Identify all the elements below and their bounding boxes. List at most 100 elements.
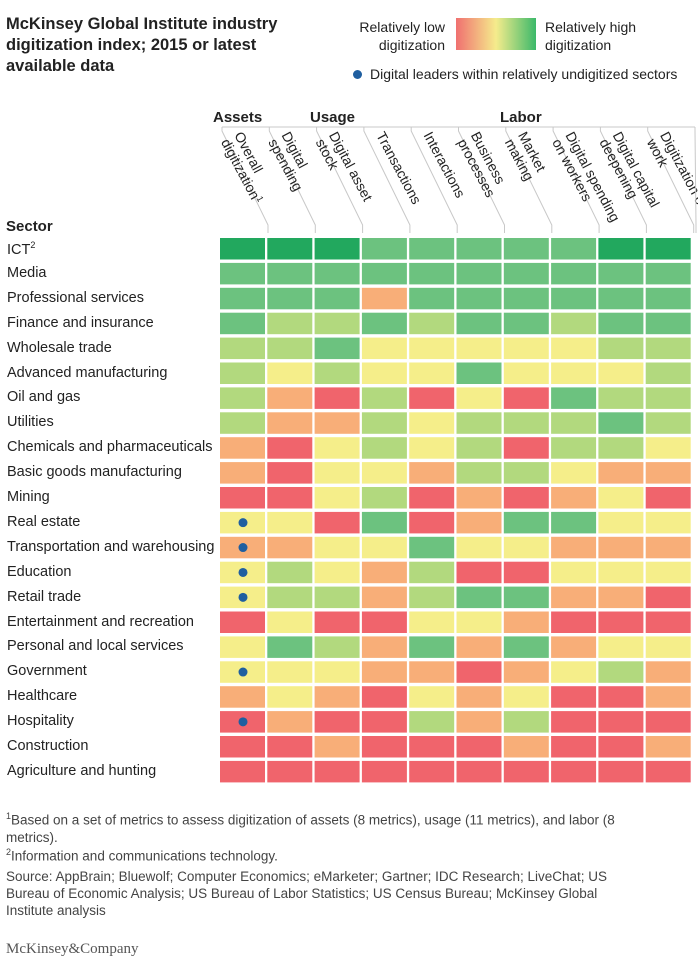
row-label: Wholesale trade [7, 340, 112, 356]
heatmap-cell [314, 238, 360, 260]
heatmap-cell [314, 487, 360, 509]
heatmap-cell [314, 636, 360, 658]
heatmap-cell [598, 686, 644, 708]
heatmap-cell [267, 586, 313, 609]
heatmap-cell [645, 362, 691, 384]
row-label: Personal and local services [7, 638, 184, 654]
heatmap-cell [503, 287, 549, 310]
row-label: Real estate [7, 514, 80, 530]
heatmap-cell [598, 511, 644, 534]
heatmap-cell [645, 437, 691, 459]
heatmap-cell [409, 661, 455, 683]
heatmap-cell [409, 711, 455, 733]
heatmap-cell [314, 262, 360, 285]
heatmap-cell [361, 511, 407, 534]
heatmap-cell [456, 586, 502, 609]
heatmap-cell [267, 262, 313, 285]
heatmap-cell [645, 387, 691, 409]
heatmap-cell [456, 412, 502, 434]
heatmap-cell [220, 462, 265, 484]
column-divider [221, 127, 269, 233]
footnote-1: 1Based on a set of metrics to assess dig… [6, 808, 646, 846]
heatmap-cell [409, 760, 455, 783]
digital-leader-dot [238, 543, 248, 553]
heatmap-cell [361, 487, 407, 509]
row-label: Education [7, 564, 72, 580]
heatmap-cell [503, 312, 549, 335]
heatmap-cell [456, 387, 502, 409]
heatmap-cell [361, 636, 407, 658]
digital-leader-dot [238, 667, 248, 677]
heatmap-cell [409, 686, 455, 708]
row-label-text: Entertainment and recreation [7, 613, 194, 630]
row-label: Retail trade [7, 589, 81, 605]
heatmap-cell [314, 586, 360, 609]
footnote-2-marker: 2 [6, 847, 12, 857]
heatmap-cell [361, 312, 407, 335]
heatmap-cell [456, 686, 502, 708]
heatmap-cell [503, 636, 549, 658]
heatmap-cell [645, 586, 691, 609]
row-label: Construction [7, 738, 88, 754]
heatmap-cell [220, 736, 265, 758]
heatmap-cell [361, 586, 407, 609]
heatmap-cell [220, 760, 265, 783]
row-label-text: Basic goods manufacturing [7, 464, 182, 481]
heatmap-cell [503, 536, 549, 559]
heatmap-cell [409, 636, 455, 658]
row-label-text: Education [7, 563, 72, 580]
heatmap-cell [361, 387, 407, 409]
heatmap-cell [503, 736, 549, 758]
heatmap-cell [551, 586, 597, 609]
heatmap-cell [361, 462, 407, 484]
heatmap-cell [645, 312, 691, 335]
heatmap-cell [267, 362, 313, 384]
row-label-text: Finance and insurance [7, 314, 154, 331]
heatmap-cell [598, 760, 644, 783]
group-label-usage: Usage [310, 109, 356, 126]
heatmap-cell [361, 262, 407, 285]
heatmap-cell [551, 287, 597, 310]
heatmap-cell [267, 238, 313, 260]
heatmap-cell [409, 412, 455, 434]
footnote-1-marker: 1 [6, 811, 12, 821]
heatmap-cell [267, 387, 313, 409]
heatmap-cell [645, 611, 691, 633]
heatmap-cell [645, 636, 691, 658]
heatmap-cell [645, 287, 691, 310]
heatmap-cell [361, 611, 407, 633]
heatmap [220, 238, 691, 783]
heatmap-cell [598, 561, 644, 584]
leader-dot-icon [353, 69, 362, 79]
heatmap-cell [503, 462, 549, 484]
heatmap-cell [220, 412, 265, 434]
heatmap-cell [361, 437, 407, 459]
group-label-assets: Assets [213, 109, 263, 126]
row-label-text: Personal and local services [7, 638, 184, 655]
heatmap-cell [598, 287, 644, 310]
heatmap-cell [551, 511, 597, 534]
row-label: Mining [7, 489, 50, 505]
heatmap-cell [598, 536, 644, 559]
heatmap-cell [551, 611, 597, 633]
heatmap-cell [314, 686, 360, 708]
heatmap-cell [361, 661, 407, 683]
heatmap-cell [267, 337, 313, 360]
heatmap-cell [456, 337, 502, 360]
heatmap-cell [645, 760, 691, 783]
heatmap-cell [551, 337, 597, 360]
row-label: ICT2 [7, 240, 35, 258]
heatmap-cell [267, 536, 313, 559]
heatmap-cell [645, 536, 691, 559]
heatmap-cell [456, 636, 502, 658]
heatmap-cell [598, 711, 644, 733]
heatmap-cell [409, 287, 455, 310]
heatmap-cell [598, 462, 644, 484]
row-label: Finance and insurance [7, 315, 154, 331]
row-label-text: Wholesale trade [7, 339, 112, 356]
heatmap-cell [645, 711, 691, 733]
digital-leader-dot [238, 717, 248, 727]
heatmap-cell [361, 711, 407, 733]
row-label: Basic goods manufacturing [7, 464, 182, 480]
heatmap-cell [598, 437, 644, 459]
